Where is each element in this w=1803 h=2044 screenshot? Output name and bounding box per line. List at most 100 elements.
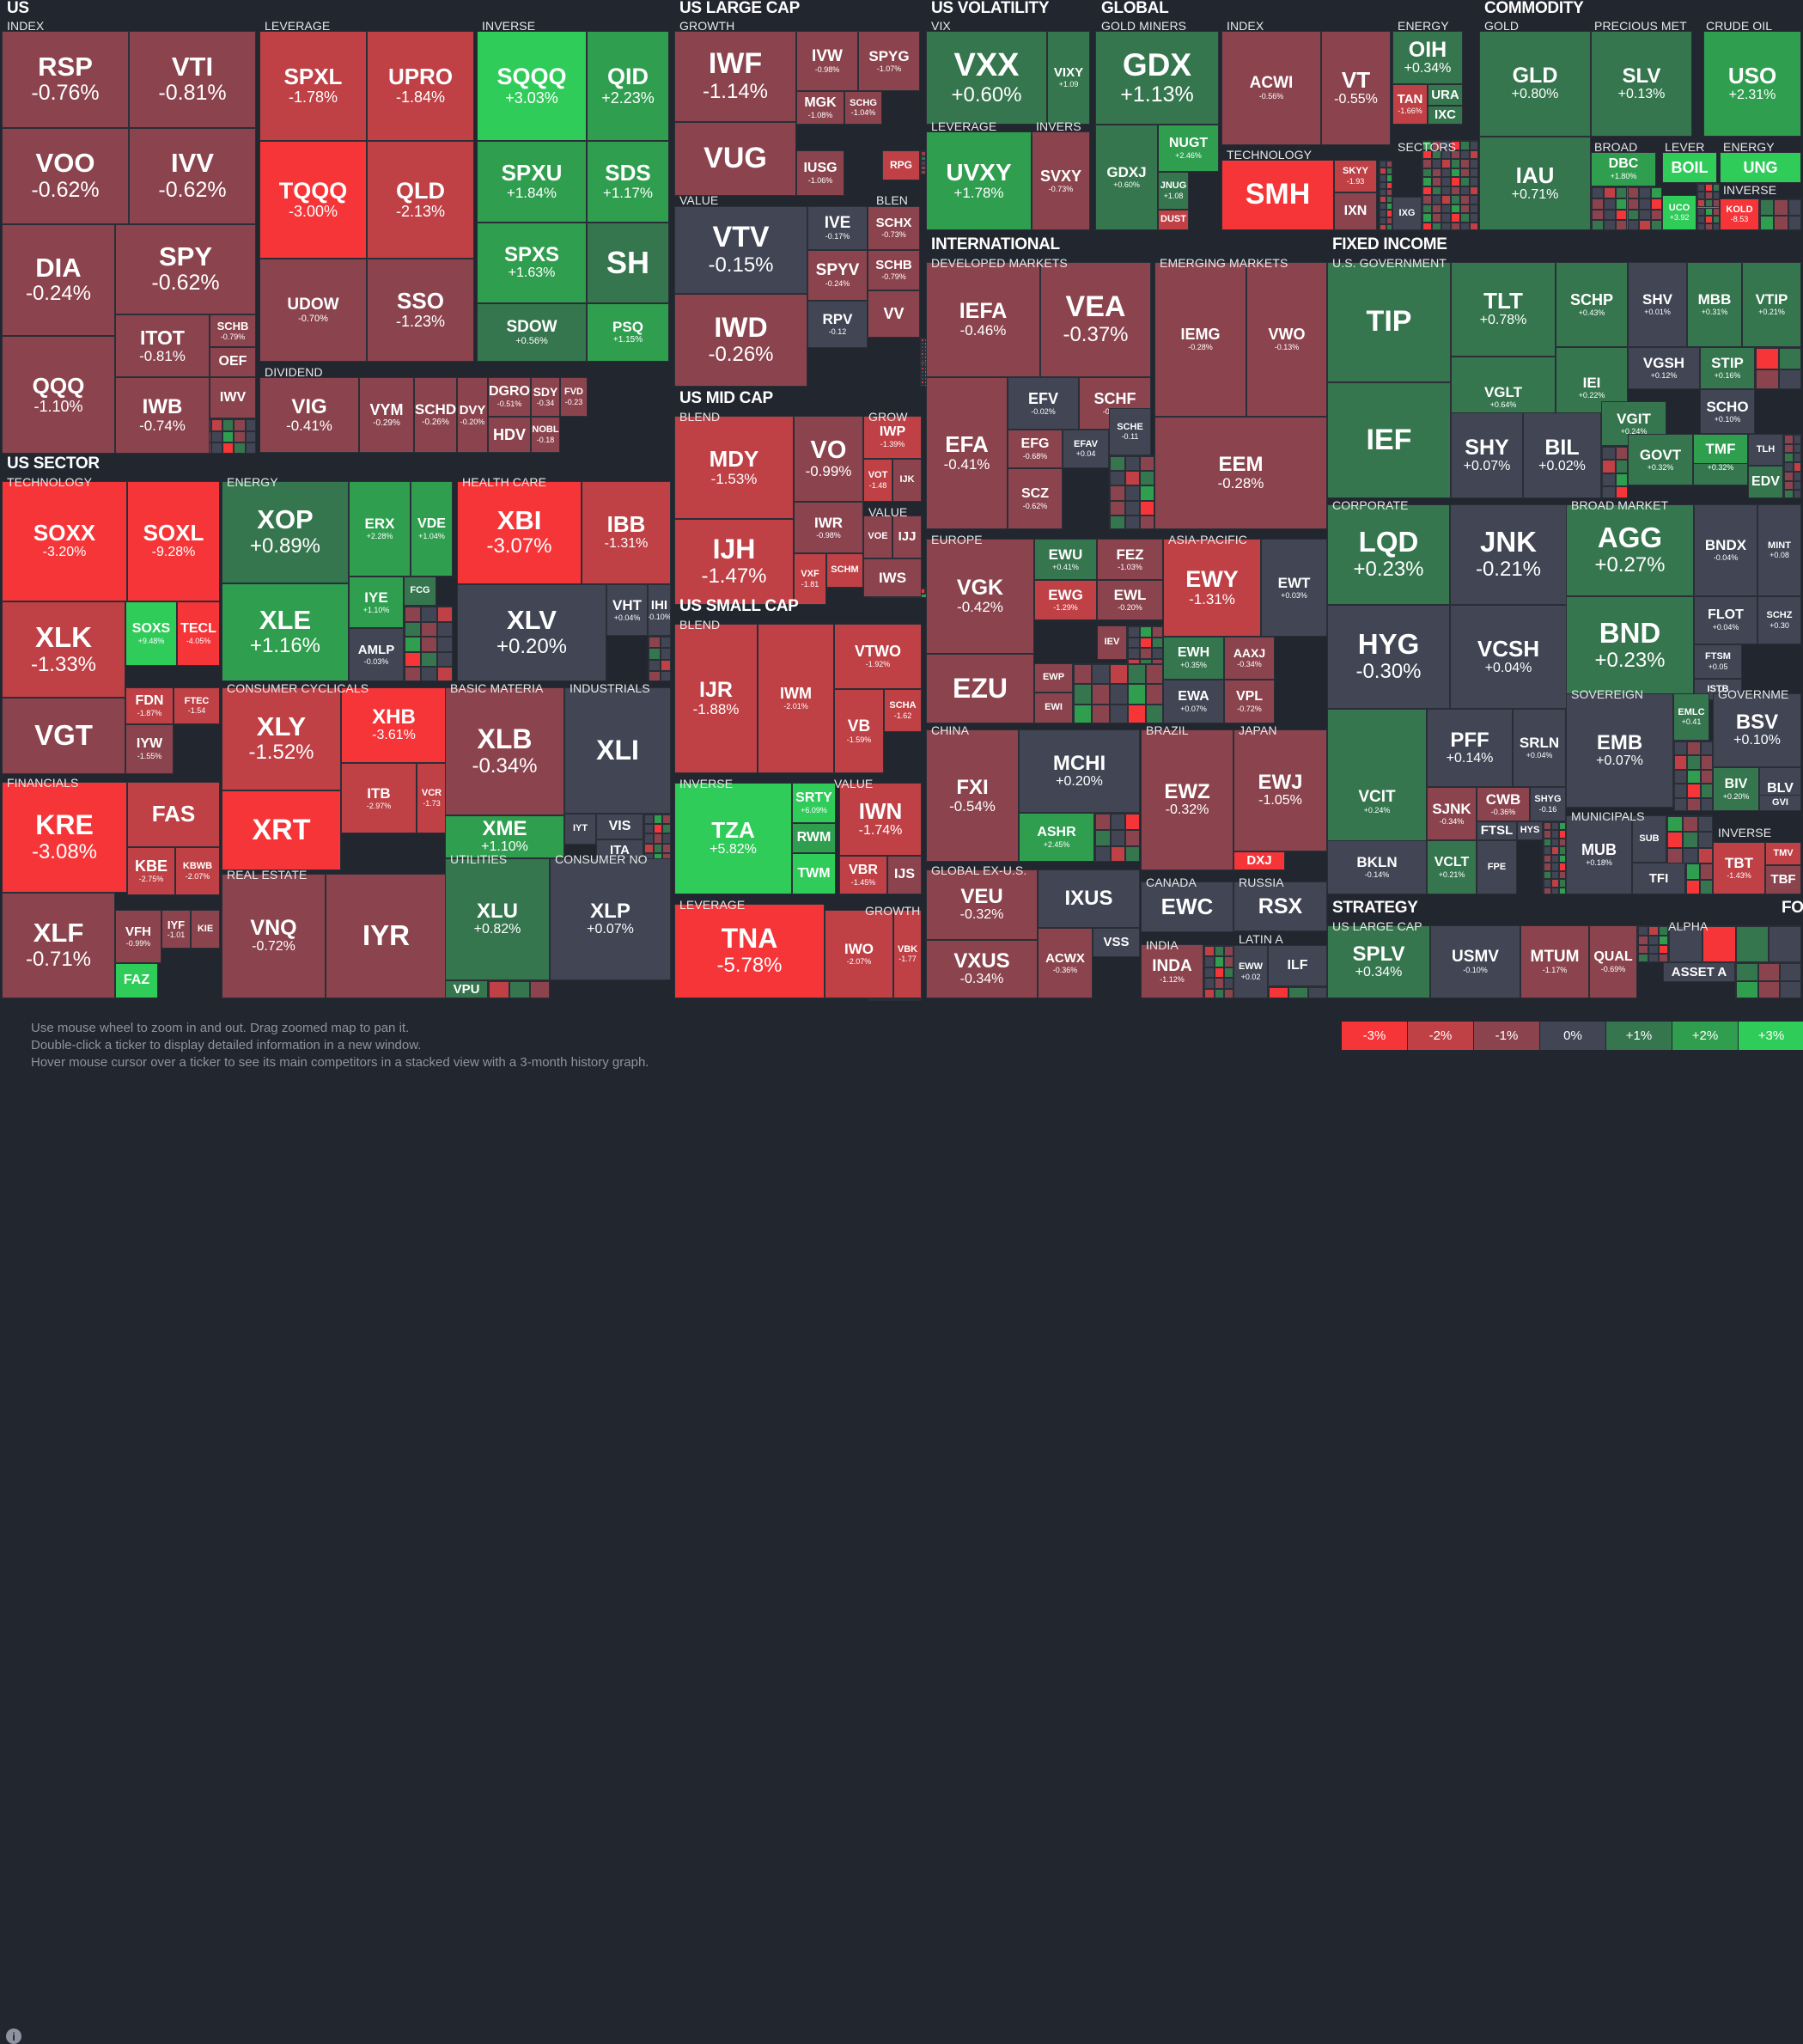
ticker-tile-asset-a[interactable]: ASSET A [1663, 962, 1735, 982]
small-ticker-cluster[interactable] [404, 606, 453, 681]
small-ticker-cluster[interactable] [1759, 198, 1801, 230]
small-ticker-cell[interactable] [1769, 926, 1800, 961]
ticker-tile-vig[interactable]: VIG -0.41% [259, 377, 359, 453]
ticker-tile-tza[interactable]: TZA +5.82% [674, 783, 792, 894]
ticker-tile-ewg[interactable]: EWG -1.29% [1034, 580, 1097, 620]
ticker-tile-sso[interactable]: SSO -1.23% [367, 259, 474, 362]
ticker-tile-nugt[interactable]: NUGT +2.46% [1158, 125, 1219, 172]
small-ticker-cell[interactable] [1757, 963, 1781, 981]
ticker-tile-tecl[interactable]: TECL -4.05% [177, 601, 220, 666]
small-ticker-cell[interactable] [1124, 500, 1141, 516]
ticker-tile-schz[interactable]: SCHZ +0.30 [1757, 596, 1801, 644]
small-ticker-cell[interactable] [1551, 870, 1559, 880]
ticker-tile-dia[interactable]: DIA -0.24% [2, 224, 115, 336]
small-ticker-cell[interactable] [1451, 186, 1460, 195]
ticker-tile-rpg[interactable]: RPG [882, 150, 920, 180]
small-ticker-cell[interactable] [1451, 195, 1460, 204]
ticker-tile-vb[interactable]: VB -1.59% [834, 689, 884, 773]
small-ticker-cell[interactable] [1793, 462, 1800, 472]
ticker-tile-spyv[interactable]: SPYV -0.24% [807, 250, 868, 301]
small-ticker-cell[interactable] [1615, 209, 1628, 221]
ticker-tile-govt[interactable]: GOVT +0.32% [1628, 434, 1693, 485]
ticker-tile-ijj[interactable]: IJJ [892, 516, 922, 558]
small-ticker-cell[interactable] [1592, 220, 1604, 229]
ticker-tile-gdxj[interactable]: GDXJ +0.60% [1095, 125, 1158, 230]
small-ticker-cell[interactable] [1204, 967, 1215, 979]
ticker-tile-bil[interactable]: BIL +0.02% [1523, 412, 1601, 498]
small-ticker-cell[interactable] [1659, 935, 1667, 945]
ticker-tile-vwo[interactable]: VWO -0.13% [1246, 262, 1327, 417]
ticker-tile-fvd[interactable]: FVD -0.23 [560, 377, 588, 417]
small-ticker-cell[interactable] [1615, 473, 1627, 486]
ticker-tile-itot[interactable]: ITOT -0.81% [115, 314, 210, 377]
small-ticker-cell[interactable] [1224, 967, 1233, 979]
small-ticker-cell[interactable] [1544, 870, 1551, 880]
ticker-tile-dvy[interactable]: DVY -0.20% [457, 377, 488, 453]
small-ticker-cell[interactable] [921, 151, 926, 156]
small-ticker-cell[interactable] [405, 637, 421, 652]
ticker-tile-psq[interactable]: PSQ +1.15% [587, 303, 669, 362]
ticker-tile-iyt[interactable]: IYT [564, 814, 596, 845]
small-ticker-cell[interactable] [649, 637, 661, 649]
small-ticker-cell[interactable] [1269, 987, 1288, 998]
small-ticker-cluster[interactable] [1783, 434, 1801, 498]
ticker-tile-rsx[interactable]: RSX [1233, 882, 1327, 931]
small-ticker-cell[interactable] [1793, 435, 1800, 444]
ticker-tile-ixn[interactable]: IXN [1334, 192, 1377, 230]
small-ticker-cell[interactable] [1224, 978, 1233, 989]
small-ticker-cell[interactable] [1095, 830, 1111, 846]
ticker-tile-ezu[interactable]: EZU [926, 654, 1034, 723]
small-ticker-cell[interactable] [1793, 471, 1800, 481]
small-ticker-cell[interactable] [869, 999, 896, 1000]
ticker-tile-usmv[interactable]: USMV -0.10% [1430, 925, 1520, 998]
small-ticker-cell[interactable] [1441, 159, 1451, 168]
ticker-tile-ixus[interactable]: IXUS [1038, 869, 1140, 928]
ticker-tile-vde[interactable]: VDE +1.04% [411, 481, 453, 577]
small-ticker-cell[interactable] [1713, 223, 1719, 229]
small-ticker-cell[interactable] [1124, 471, 1141, 486]
small-ticker-cell[interactable] [245, 419, 255, 431]
small-ticker-cell[interactable] [1460, 222, 1470, 229]
small-ticker-cell[interactable] [1432, 222, 1441, 229]
ticker-tile-voo[interactable]: VOO -0.62% [2, 128, 129, 224]
small-ticker-cell[interactable] [1441, 222, 1451, 229]
ticker-tile-fas[interactable]: FAS [127, 782, 220, 847]
ticker-tile-iev[interactable]: IEV [1097, 625, 1127, 660]
small-ticker-cell[interactable] [1651, 220, 1661, 229]
small-ticker-cell[interactable] [1460, 195, 1470, 204]
small-ticker-cell[interactable] [1667, 847, 1683, 864]
small-ticker-cell[interactable] [1735, 926, 1769, 961]
small-ticker-cell[interactable] [1544, 854, 1551, 863]
small-ticker-cluster[interactable] [1543, 821, 1566, 894]
small-ticker-cluster[interactable] [1422, 140, 1478, 230]
small-ticker-cell[interactable] [1441, 195, 1451, 204]
small-ticker-cell[interactable] [1386, 174, 1392, 182]
small-ticker-cell[interactable] [1110, 704, 1128, 723]
small-ticker-cell[interactable] [896, 999, 921, 1000]
small-ticker-cell[interactable] [660, 637, 670, 649]
small-ticker-cell[interactable] [1422, 186, 1432, 195]
small-ticker-cell[interactable] [1095, 846, 1111, 861]
ticker-tile-rwm[interactable]: RWM [792, 823, 836, 853]
ticker-tile-sh[interactable]: SH [587, 223, 669, 303]
small-ticker-cell[interactable] [1757, 981, 1781, 998]
small-ticker-cell[interactable] [1551, 879, 1559, 888]
ticker-tile-sdy[interactable]: SDY -0.34 [531, 377, 560, 417]
ticker-tile-ibb[interactable]: IBB -1.31% [582, 481, 671, 584]
small-ticker-cell[interactable] [1756, 369, 1779, 388]
ticker-tile-vo[interactable]: VO -0.99% [794, 416, 863, 502]
ticker-tile-vss[interactable]: VSS [1093, 928, 1140, 957]
small-ticker-cell[interactable] [1602, 460, 1616, 473]
ticker-tile-agg[interactable]: AGG +0.27% [1566, 504, 1694, 596]
small-ticker-cell[interactable] [1592, 198, 1604, 210]
small-ticker-cell[interactable] [1683, 832, 1698, 848]
small-ticker-cell[interactable] [1780, 981, 1800, 998]
small-ticker-cell[interactable] [1697, 223, 1705, 229]
small-ticker-cluster[interactable] [1673, 741, 1713, 811]
ticker-tile-veu[interactable]: VEU -0.32% [926, 869, 1038, 940]
small-ticker-cell[interactable] [653, 852, 663, 861]
small-ticker-cell[interactable] [1214, 988, 1225, 998]
small-ticker-cell[interactable] [1386, 203, 1392, 211]
small-ticker-cell[interactable] [1687, 755, 1701, 770]
small-ticker-cell[interactable] [1559, 879, 1565, 888]
